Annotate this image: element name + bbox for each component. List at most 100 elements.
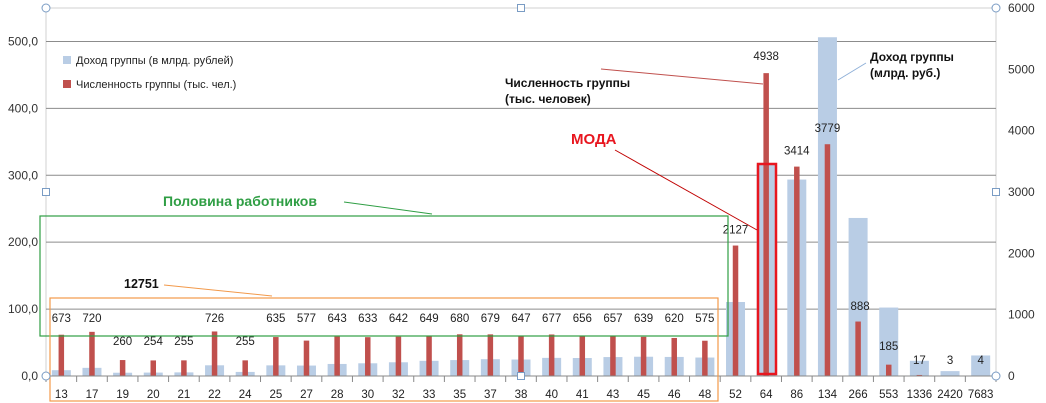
sum-box xyxy=(49,297,719,402)
resize-handle[interactable] xyxy=(992,188,1000,196)
sum-label: 12751 xyxy=(124,277,159,291)
x-tick-label: 20 xyxy=(147,389,160,401)
right-tick-label: 5000 xyxy=(1008,62,1035,76)
data-label: 642 xyxy=(389,313,408,325)
headcount-annotation-line1: Численность группы xyxy=(505,76,630,90)
data-label: 656 xyxy=(573,313,592,325)
half-workers-leader xyxy=(343,201,433,215)
headcount-leader xyxy=(600,68,764,85)
x-tick-label: 52 xyxy=(729,389,742,401)
x-tick-label: 28 xyxy=(331,389,344,401)
data-label: 679 xyxy=(481,313,500,325)
left-axis: 0,0 100,0 200,0 300,0 400,0 500,0 xyxy=(8,34,38,383)
headcount-bar xyxy=(855,321,861,376)
headcount-series[interactable] xyxy=(58,73,984,377)
right-tick-label: 3000 xyxy=(1008,185,1035,199)
data-label: 635 xyxy=(266,313,285,325)
left-tick-label: 100,0 xyxy=(8,302,38,316)
mode-leader xyxy=(614,149,758,231)
annotations: Половина работников 12751 МОДА Численность … xyxy=(39,50,954,402)
x-tick-label: 553 xyxy=(879,389,898,401)
headcount-bar xyxy=(548,334,555,376)
data-label: 3 xyxy=(947,355,953,367)
resize-handle[interactable] xyxy=(42,188,50,196)
data-label: 677 xyxy=(542,313,561,325)
data-label: 647 xyxy=(511,313,530,325)
gridlines xyxy=(46,40,996,310)
data-label: 260 xyxy=(113,336,132,348)
mode-box xyxy=(756,162,778,376)
headcount-bar xyxy=(732,245,739,376)
right-axis: 0 1000 2000 3000 4000 5000 6000 xyxy=(1008,1,1035,383)
x-tick-label: 37 xyxy=(484,389,497,401)
data-label: 633 xyxy=(358,313,377,325)
headcount-bar xyxy=(518,336,524,376)
headcount-bar xyxy=(58,334,65,376)
income-bar xyxy=(909,360,929,376)
selection-handles[interactable] xyxy=(41,3,1001,381)
data-label: 4938 xyxy=(753,51,779,63)
headcount-bar xyxy=(640,336,647,376)
data-label: 639 xyxy=(634,313,653,325)
headcount-bar xyxy=(395,336,402,376)
income-bar xyxy=(971,355,991,376)
income-bar xyxy=(848,217,868,376)
x-tick-label: 7683 xyxy=(968,389,994,401)
right-tick-label: 0 xyxy=(1008,369,1015,383)
x-tick-label: 1336 xyxy=(907,389,933,401)
right-tick-label: 6000 xyxy=(1008,1,1035,15)
x-tick-label: 45 xyxy=(637,389,650,401)
headcount-bar xyxy=(885,364,892,376)
headcount-bar xyxy=(273,337,279,376)
data-label: 3779 xyxy=(815,123,841,135)
x-tick-label: 46 xyxy=(668,389,681,401)
legend: Доход группы (в млрд. рублей) Численность… xyxy=(63,55,236,91)
left-tick-label: 300,0 xyxy=(8,168,38,182)
income-bar xyxy=(940,371,960,376)
income-annotation-line2: (млрд. руб.) xyxy=(870,66,940,80)
data-label: 4 xyxy=(977,355,984,367)
legend-label-income: Доход группы (в млрд. рублей) xyxy=(76,55,233,67)
x-tick-label: 21 xyxy=(178,389,191,401)
x-tick-label: 17 xyxy=(86,389,99,401)
resize-handle[interactable] xyxy=(517,4,525,12)
income-leader xyxy=(837,62,867,81)
right-tick-label: 1000 xyxy=(1008,308,1035,322)
data-label: 726 xyxy=(205,313,224,325)
data-label: 649 xyxy=(419,313,438,325)
legend-swatch-headcount xyxy=(63,80,71,88)
headcount-bar xyxy=(763,73,769,377)
headcount-bar xyxy=(824,144,831,376)
headcount-bar xyxy=(671,337,677,376)
legend-label-headcount: Численность группы (тыс. чел.) xyxy=(76,79,236,91)
data-label: 17 xyxy=(913,355,926,367)
resize-handle[interactable] xyxy=(41,371,51,381)
data-label: 2127 xyxy=(723,225,749,237)
x-axis: 13 17 19 20 21 22 24 25 27 28 30 32 33 35 37 38 40 41 43 45… xyxy=(45,375,997,401)
resize-handle[interactable] xyxy=(991,3,1001,13)
left-tick-label: 500,0 xyxy=(8,34,38,48)
headcount-bar xyxy=(181,360,187,376)
data-label: 657 xyxy=(603,313,622,325)
half-workers-box xyxy=(39,215,729,337)
resize-handle[interactable] xyxy=(41,3,51,13)
data-label: 577 xyxy=(297,313,316,325)
headcount-bar xyxy=(426,336,432,376)
data-label: 680 xyxy=(450,313,469,325)
headcount-bar xyxy=(119,360,126,376)
headcount-bar xyxy=(89,331,95,376)
right-tick-label: 2000 xyxy=(1008,246,1035,260)
x-tick-label: 64 xyxy=(760,389,773,401)
x-tick-label: 13 xyxy=(55,389,68,401)
x-tick-label: 19 xyxy=(116,389,129,401)
headcount-bar xyxy=(702,340,708,376)
resize-handle[interactable] xyxy=(991,371,1001,381)
headcount-bar xyxy=(150,360,157,376)
x-tick-label: 24 xyxy=(239,389,252,401)
sum-leader xyxy=(163,284,273,297)
x-tick-label: 33 xyxy=(423,389,436,401)
resize-handle[interactable] xyxy=(517,372,525,380)
x-tick-label: 41 xyxy=(576,389,589,401)
x-tick-label: 48 xyxy=(698,389,711,401)
data-label: 3414 xyxy=(784,146,810,158)
